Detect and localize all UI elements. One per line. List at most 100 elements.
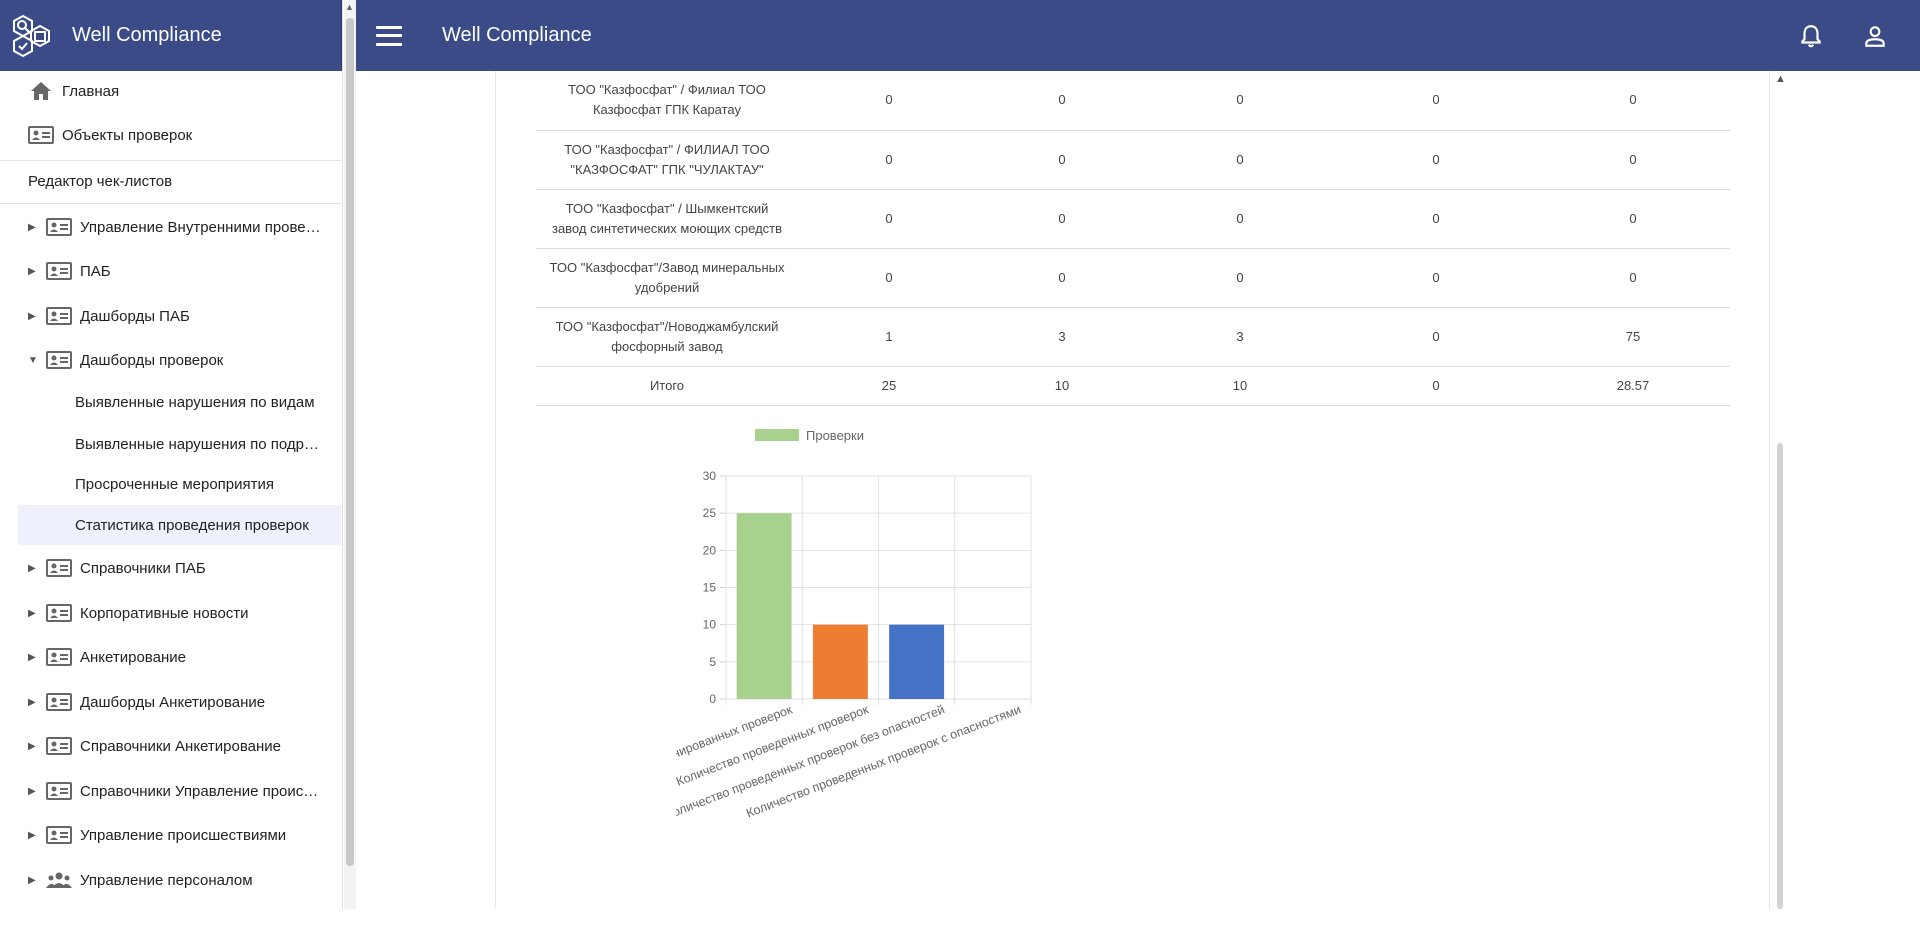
table-cell: 0 [1144, 189, 1336, 249]
sidebar-item-label: Дашборды ПАБ [80, 307, 190, 325]
caret-right-icon: ▶ [28, 562, 36, 574]
sidebar-subitem-overdue-activities[interactable]: Просроченные мероприятия [0, 464, 341, 504]
table-cell: 0 [1336, 307, 1536, 367]
table-cell: 3 [1144, 307, 1336, 367]
sidebar-item-incident-management[interactable]: ▶ Управление происшествиями [0, 815, 341, 855]
divider [0, 160, 341, 161]
table-row: ТОО "Казфосфат" / ФИЛИАЛ ТОО "КАЗФОСФАТ" … [536, 130, 1730, 190]
statistics-table: ТОО "Казфосфат" / Филиал ТОО Казфосфат ГП… [536, 71, 1730, 406]
table-cell: 0 [1336, 366, 1536, 406]
name-line-2: Казфосфат ГПК Каратау [592, 102, 742, 118]
sidebar-item-surveys[interactable]: ▶ Анкетирование [0, 637, 341, 677]
name-line-2: "КАЗФОСФАТ" ГПК "ЧУЛАКТАУ" [570, 161, 764, 177]
sidebar-item-label: Справочники ПАБ [80, 559, 206, 577]
sidebar-item-label: Корпоративные новости [80, 604, 249, 622]
sidebar-item-internal-audits[interactable]: ▶ Управление Внутренними проверками [0, 207, 341, 247]
people-icon [46, 870, 72, 890]
scrollbar-thumb[interactable] [346, 18, 354, 866]
table-cell: 0 [1536, 71, 1730, 131]
sidebar-subitem-inspection-statistics[interactable]: Статистика проведения проверок [18, 505, 341, 545]
name-line-2: удобрений [634, 279, 700, 295]
sidebar-subitem-violations-by-type[interactable]: Выявленные нарушения по видам [0, 382, 341, 422]
sidebar-item-label: Дашборды Анкетирование [80, 693, 266, 711]
contact-card-icon [46, 350, 72, 370]
caret-right-icon: ▶ [28, 874, 36, 886]
sidebar-item-survey-directories[interactable]: ▶ Справочники Анкетирование [0, 726, 341, 766]
y-tick-label: 15 [703, 581, 717, 595]
menu-icon[interactable] [376, 25, 402, 46]
name-line-2: завод синтетических моющих средств [551, 220, 783, 236]
y-tick-label: 5 [709, 655, 716, 669]
sidebar-item-corporate-news[interactable]: ▶ Корпоративные новости [0, 593, 341, 633]
table-cell: 0 [980, 130, 1144, 190]
table-cell: 0 [1144, 130, 1336, 190]
sidebar-subitem-violations-by-division[interactable]: Выявленные нарушения по подразделениям [0, 424, 341, 464]
sidebar-item-label: Управление персоналом [80, 871, 253, 889]
legend-label: Проверки [806, 428, 864, 443]
sidebar-item-label: Управление происшествиями [80, 826, 287, 844]
table-cell: 0 [980, 71, 1144, 131]
table-cell: 25 [798, 366, 980, 406]
divider [0, 203, 341, 204]
sidebar-item-pab-directories[interactable]: ▶ Справочники ПАБ [0, 548, 341, 588]
table-cell: 0 [980, 189, 1144, 249]
sidebar-item-checklist-editor[interactable]: Редактор чек-листов [0, 161, 341, 201]
sidebar-item-label: Редактор чек-листов [28, 172, 173, 190]
sidebar-item-inspection-dashboards[interactable]: ▼ Дашборды проверок [0, 340, 341, 380]
table-cell: 0 [798, 189, 980, 249]
sidebar-item-survey-dashboards[interactable]: ▶ Дашборды Анкетирование [0, 682, 341, 722]
sidebar-item-label: Выявленные нарушения по подразделениям [75, 435, 320, 453]
sidebar-item-pab[interactable]: ▶ ПАБ [0, 251, 341, 291]
bar [889, 624, 945, 699]
y-tick-label: 20 [703, 543, 717, 557]
top-actions [1798, 23, 1888, 49]
table-cell: 1 [798, 307, 980, 367]
sidebar-scrollbar[interactable]: ▲ [344, 0, 356, 909]
caret-down-icon: ▼ [28, 354, 38, 366]
page-title: Well Compliance [442, 24, 592, 46]
sidebar-item-label: ПАБ [80, 262, 111, 280]
contact-card-icon [46, 692, 72, 712]
name-line-1: ТОО "Казфосфат" / Филиал ТОО [568, 82, 766, 98]
sidebar-item-inspection-objects[interactable]: Объекты проверок [0, 115, 341, 155]
user-icon[interactable] [1862, 23, 1888, 49]
sidebar-header: Well Compliance [0, 0, 342, 71]
table-cell: 0 [1336, 189, 1536, 249]
bar [812, 624, 868, 699]
main-content: ТОО "Казфосфат" / Филиал ТОО Казфосфат ГП… [356, 71, 1920, 909]
legend-swatch [755, 429, 799, 441]
inspections-bar-chart: 051015202530Количество запланированных п… [676, 428, 1032, 822]
sidebar-item-label: Статистика проведения проверок [75, 516, 309, 534]
table-cell-name: ТОО "Казфосфат" / ФИЛИАЛ ТОО "КАЗФОСФАТ" … [536, 130, 798, 190]
caret-right-icon: ▶ [28, 221, 36, 233]
caret-right-icon: ▶ [28, 607, 36, 619]
contact-card-icon [46, 781, 72, 801]
table-cell: 0 [1336, 71, 1536, 131]
name-line-1: ТОО "Казфосфат"/Новоджамбулский [555, 318, 779, 334]
contact-card-icon [46, 558, 72, 578]
sidebar-item-pab-dashboards[interactable]: ▶ Дашборды ПАБ [0, 296, 341, 336]
table-total-row: Итого 25 10 10 0 28.57 [536, 366, 1730, 406]
y-tick-label: 0 [709, 692, 716, 706]
top-bar: Well Compliance [356, 0, 1920, 71]
y-tick-label: 30 [703, 469, 717, 483]
sidebar-item-home[interactable]: Главная [0, 71, 341, 111]
sidebar-item-label: Объекты проверок [62, 126, 193, 144]
scroll-up-arrow-icon[interactable]: ▲ [1775, 73, 1786, 85]
sidebar-item-label: Справочники Анкетирование [80, 737, 281, 755]
table-cell: 0 [798, 130, 980, 190]
sidebar-item-label: Выявленные нарушения по видам [75, 393, 315, 411]
sidebar-item-personnel-management[interactable]: ▶ Управление персоналом [0, 860, 341, 900]
caret-right-icon: ▶ [28, 785, 36, 797]
scroll-up-arrow-icon[interactable]: ▲ [345, 2, 354, 12]
bell-icon[interactable] [1798, 23, 1824, 49]
main-scrollbar[interactable]: ▲ [1773, 71, 1787, 909]
table-cell-name: ТОО "Казфосфат"/Новоджамбулский фосфорный… [536, 307, 798, 367]
caret-right-icon: ▶ [28, 265, 36, 277]
caret-right-icon: ▶ [28, 651, 36, 663]
sidebar-item-incident-directories[interactable]: ▶ Справочники Управление происшествиями [0, 771, 341, 811]
home-icon [28, 81, 54, 101]
scrollbar-thumb[interactable] [1777, 443, 1783, 909]
table-cell: 0 [1536, 189, 1730, 249]
caret-right-icon: ▶ [28, 696, 36, 708]
